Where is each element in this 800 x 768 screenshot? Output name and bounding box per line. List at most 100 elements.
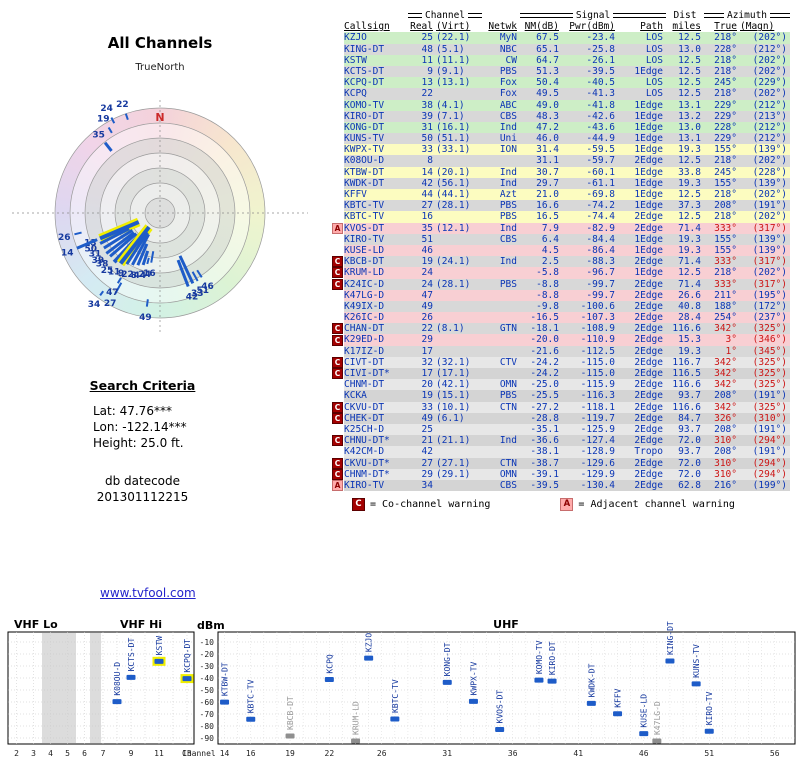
- channel-label: 22: [116, 100, 129, 110]
- co-channel-warning-icon: C: [332, 334, 343, 346]
- cell-vi: (21.1): [436, 435, 482, 447]
- cell-cs: K42CM-D: [344, 446, 408, 458]
- signal-marker: [495, 726, 505, 732]
- cell-nm: -16.5: [520, 312, 562, 324]
- cell-re: 33: [408, 401, 436, 413]
- channel-tick-label: 51: [704, 749, 714, 758]
- cell-cs: CIVT-DT: [344, 356, 408, 368]
- cell-pa: 2Edge: [618, 390, 666, 402]
- channel-tick-label: 4: [48, 749, 53, 758]
- signal-marker: [639, 731, 649, 737]
- cell-tr: 155°: [704, 177, 740, 189]
- cell-cs: KING-DT: [344, 43, 408, 55]
- adjacent-channel-warning-icon: A: [332, 222, 343, 234]
- channel-label: 19: [97, 114, 110, 124]
- cell-cs: KIRO-DT: [344, 110, 408, 122]
- cell-pa: LOS: [618, 32, 666, 44]
- cell-ne: [482, 412, 520, 424]
- warning-marker: [332, 55, 344, 66]
- channel-tick-label: 26: [377, 749, 387, 758]
- cell-nm: 30.7: [520, 166, 562, 178]
- cell-ne: [482, 368, 520, 380]
- cell-mg: (191°): [740, 390, 790, 402]
- cell-pa: LOS: [618, 43, 666, 55]
- cell-cs: KZJO: [344, 32, 408, 44]
- signal-marker: [364, 655, 374, 661]
- cell-nm: -39.1: [520, 468, 562, 480]
- signal-marker: [246, 716, 256, 722]
- callsign-label: KBTC-TV: [247, 679, 256, 713]
- cell-tr: 218°: [704, 54, 740, 66]
- callsign-label: KIRO-TV: [705, 691, 714, 725]
- cell-pw: -41.3: [562, 88, 618, 100]
- adjacent-channel-legend: A = Adjacent channel warning: [560, 498, 735, 511]
- north-label: N: [155, 111, 164, 124]
- cell-pw: -107.3: [562, 312, 618, 324]
- cell-nm: 49.0: [520, 99, 562, 111]
- warning-marker: C: [332, 468, 344, 480]
- cell-mi: 15.3: [666, 334, 704, 346]
- cell-pa: LOS: [618, 77, 666, 89]
- channel-label: 33: [191, 289, 204, 299]
- cell-ne: NBC: [482, 43, 520, 55]
- warning-marker: C: [332, 323, 344, 335]
- cell-vi: (6.1): [436, 412, 482, 424]
- cell-tr: 218°: [704, 267, 740, 279]
- tvfool-link[interactable]: www.tvfool.com: [100, 586, 196, 600]
- dbm-tick-label: -60: [200, 698, 215, 707]
- cell-re: 20: [408, 379, 436, 391]
- cell-ne: PBS: [482, 200, 520, 212]
- radar-chart: 2224193526132511922844241638393150142734…: [12, 100, 308, 332]
- cell-pa: LOS: [618, 54, 666, 66]
- cell-pw: -116.3: [562, 390, 618, 402]
- cell-re: 27: [408, 457, 436, 469]
- channel-bar: [105, 231, 135, 255]
- cell-vi: [436, 88, 482, 100]
- cell-pw: -125.9: [562, 423, 618, 436]
- cell-mg: (345°): [740, 345, 790, 357]
- cell-mg: (139°): [740, 244, 790, 257]
- signal-marker: [704, 728, 714, 734]
- cell-ne: CBS: [482, 479, 520, 492]
- cell-mi: 12.5: [666, 155, 704, 167]
- cell-pw: -40.5: [562, 77, 618, 89]
- cell-cs: K26IC-D: [344, 312, 408, 324]
- channel-label: 16: [143, 269, 156, 279]
- cell-pa: 2Edge: [618, 435, 666, 447]
- cell-mi: 12.5: [666, 77, 704, 89]
- cell-vi: (12.1): [436, 222, 482, 234]
- co-channel-warning-icon: C: [332, 256, 343, 268]
- cell-re: 27: [408, 200, 436, 212]
- signal-marker: [468, 698, 478, 704]
- col-header-callsign: Callsign: [344, 21, 390, 33]
- signal-marker: [390, 716, 400, 722]
- cell-mg: (202°): [740, 189, 790, 201]
- cell-cs: KUSE-LD: [344, 244, 408, 257]
- warning-marker: [332, 312, 344, 323]
- cell-ne: CTV: [482, 356, 520, 368]
- uhf-label: UHF: [493, 618, 519, 631]
- cell-ne: [482, 312, 520, 324]
- cell-tr: 245°: [704, 77, 740, 89]
- cell-mg: (202°): [740, 54, 790, 66]
- channel-bar: [110, 117, 116, 124]
- channel-bar: [125, 231, 149, 265]
- callsign-label: KWPX-TV: [469, 662, 478, 696]
- cell-ne: Ind: [482, 256, 520, 268]
- cell-nm: 6.4: [520, 233, 562, 245]
- cell-ne: CBS: [482, 110, 520, 122]
- cell-mi: 72.0: [666, 435, 704, 447]
- cell-re: 48: [408, 43, 436, 55]
- cell-nm: 65.1: [520, 43, 562, 55]
- cell-mg: (202°): [740, 211, 790, 223]
- cell-ne: Ind: [482, 121, 520, 134]
- cell-cs: KIRO-TV: [344, 233, 408, 245]
- cell-cs: CHEK-DT: [344, 412, 408, 424]
- cell-ne: [482, 334, 520, 346]
- cell-mi: 71.4: [666, 278, 704, 290]
- cell-pw: -69.8: [562, 189, 618, 201]
- cell-mg: (325°): [740, 401, 790, 413]
- cell-ne: OMN: [482, 468, 520, 480]
- cell-vi: (51.1): [436, 133, 482, 145]
- cell-re: 25: [408, 423, 436, 436]
